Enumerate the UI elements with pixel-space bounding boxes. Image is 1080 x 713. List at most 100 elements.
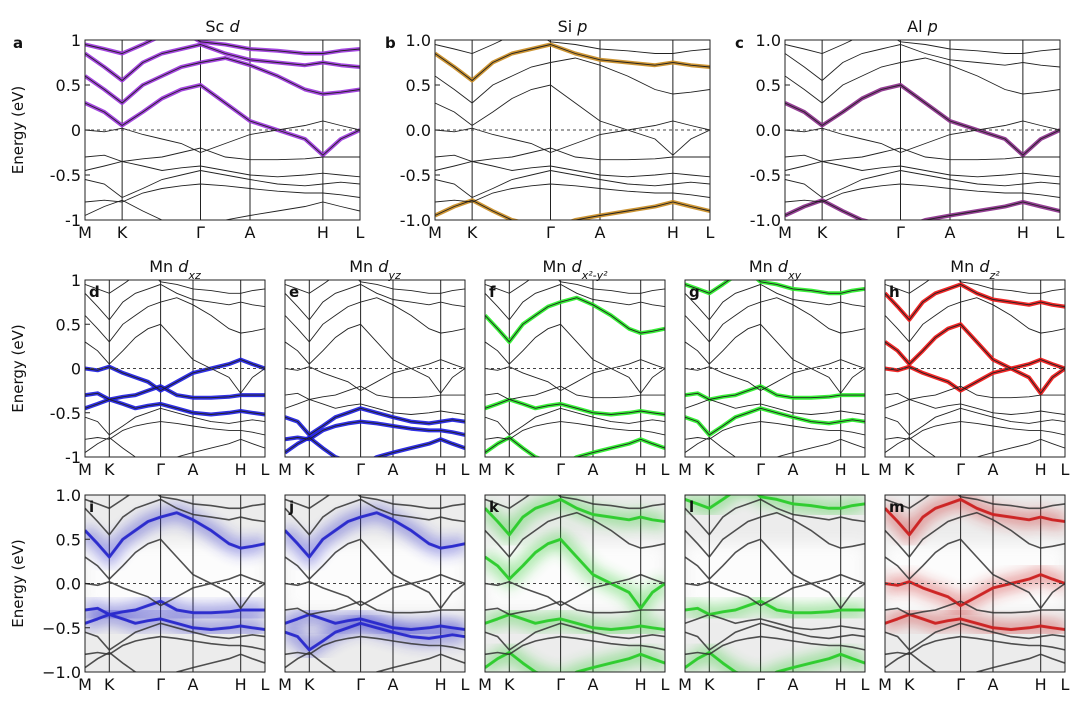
panel-title: Al p: [907, 17, 938, 36]
band: [685, 538, 865, 610]
y-tick-label: -1.0: [750, 211, 781, 230]
band: [485, 359, 665, 392]
plot-area: [685, 495, 865, 672]
band: [85, 161, 360, 178]
band: [685, 421, 865, 440]
title-orbital: d: [229, 17, 240, 36]
y-tick-label: 0.0: [756, 121, 781, 140]
title-text: Mn: [950, 257, 974, 276]
band: [485, 573, 665, 607]
band: [485, 613, 665, 631]
x-tick-label: Γ: [756, 675, 765, 694]
band: [85, 183, 360, 203]
band: [885, 498, 1065, 537]
x-tick-label: H: [1035, 675, 1047, 694]
band: [685, 297, 865, 343]
axes-frame: [284, 279, 466, 458]
band: [885, 613, 1065, 631]
band: [85, 385, 265, 400]
y-tick-label: -1: [65, 448, 81, 467]
x-tick-label: L: [261, 675, 270, 694]
x-tick-label: K: [904, 460, 915, 479]
band: [485, 280, 665, 294]
y-tick-label: 0.0: [406, 121, 431, 140]
axes-frame: [684, 279, 866, 458]
axes-frame: [284, 494, 466, 673]
x-tick-label: H: [835, 675, 847, 694]
panel-label: e: [289, 283, 299, 301]
x-tick-label: A: [188, 460, 199, 479]
panel: −1.0 −0.5 0.0 0.5 1.0 M K Γ A H L Energy (eV) i: [9, 486, 270, 694]
panel-title: Sc d: [205, 17, 240, 36]
x-tick-label: L: [1061, 675, 1070, 694]
x-tick-label: L: [1056, 223, 1065, 242]
x-tick-label: L: [861, 675, 870, 694]
band: [435, 57, 710, 104]
band: [285, 297, 465, 343]
plot-area: [85, 495, 265, 672]
band: [285, 538, 465, 610]
title-text: Si: [558, 17, 573, 36]
band: [285, 421, 465, 440]
y-tick-label: -0.5: [50, 404, 81, 423]
x-tick-label: H: [235, 675, 247, 694]
band: [885, 385, 1065, 400]
axes-frame: [884, 494, 1066, 673]
panel-label: d: [89, 283, 100, 301]
band: [885, 573, 1065, 607]
band: [885, 280, 1065, 294]
plot-area: [85, 280, 265, 457]
x-tick-label: A: [595, 223, 606, 242]
band: [685, 498, 865, 537]
band: [285, 323, 465, 395]
x-tick-label: K: [304, 460, 315, 479]
band: [435, 183, 710, 203]
x-tick-label: A: [388, 460, 399, 479]
panel-label: m: [889, 498, 905, 516]
axes-frame: [884, 279, 1066, 458]
band: [85, 44, 360, 82]
band: [485, 600, 665, 616]
band: [435, 147, 710, 162]
y-tick-label: -0.5: [50, 166, 81, 185]
band: [785, 183, 1060, 203]
x-tick-label: H: [1017, 223, 1029, 242]
x-tick-label: K: [504, 675, 515, 694]
panel-title: Mn dz²: [950, 257, 1000, 282]
title-orbital: d: [572, 257, 583, 276]
band: [435, 120, 710, 153]
band: [85, 199, 360, 220]
x-tick-label: M: [778, 223, 792, 242]
x-tick-label: A: [588, 675, 599, 694]
band: [85, 613, 265, 631]
panel-label: j: [288, 498, 294, 516]
panel-title: Mn dxy: [749, 257, 802, 282]
band: [485, 651, 665, 672]
band: [485, 436, 665, 457]
x-tick-label: Γ: [156, 460, 165, 479]
panel-label: k: [489, 498, 500, 516]
band: [435, 161, 710, 178]
band: [685, 613, 865, 631]
band: [485, 622, 665, 651]
x-tick-label: L: [661, 675, 670, 694]
band: [85, 495, 265, 510]
band: [685, 283, 865, 321]
x-tick-label: Γ: [356, 675, 365, 694]
panel: -1 -0.5 0 0.5 1 M K Γ A H L Energy (eV) a Sc d: [9, 17, 365, 242]
title-subscript: yz: [387, 269, 401, 282]
y-tick-label: 0.5: [406, 76, 431, 95]
panel: M K Γ A H Lg Mn dxy: [678, 257, 869, 479]
band: [785, 44, 1060, 82]
band: [85, 57, 360, 104]
plot-area: [785, 40, 1060, 220]
x-tick-label: Γ: [556, 675, 565, 694]
y-tick-label: 0: [71, 360, 81, 379]
band: [85, 399, 265, 415]
x-tick-label: A: [388, 675, 399, 694]
title-orbital: d: [378, 257, 389, 276]
panel: M K Γ A H Lf Mn dx²-y²: [478, 257, 669, 479]
y-tick-label: −0.5: [42, 619, 81, 638]
x-tick-label: M: [78, 675, 92, 694]
